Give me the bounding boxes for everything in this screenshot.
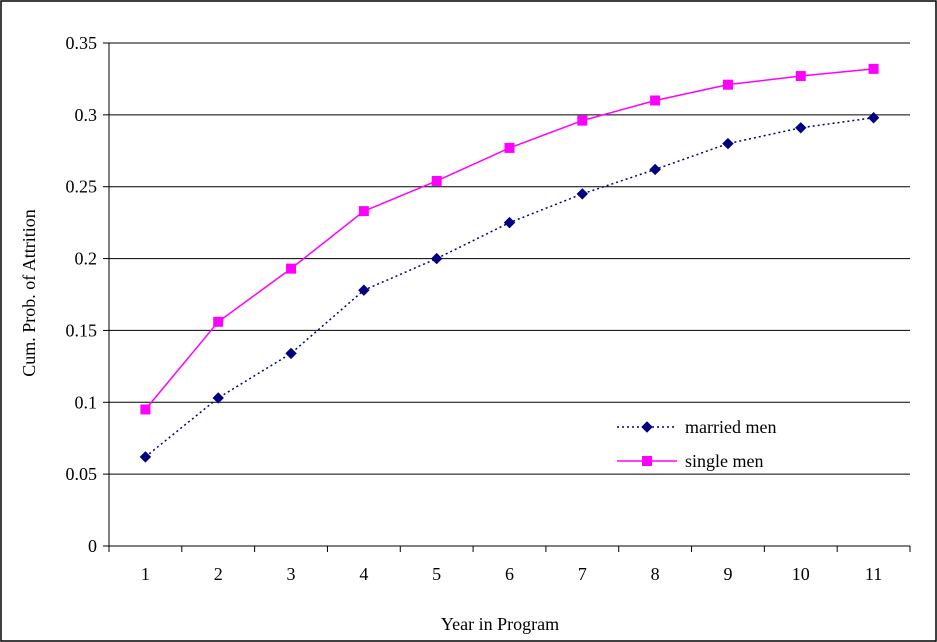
data-point: [577, 115, 588, 126]
x-axis-title: Year in Program: [441, 614, 559, 634]
y-tick-label: 0.3: [75, 105, 98, 125]
data-point: [430, 252, 443, 265]
x-tick-label: 5: [432, 564, 441, 584]
legend-marker: [642, 456, 652, 466]
data-point: [649, 163, 661, 176]
x-tick-label: 7: [578, 564, 587, 584]
x-tick-label: 9: [723, 564, 732, 584]
x-tick-label: 3: [287, 564, 296, 584]
data-point: [285, 347, 297, 360]
y-tick-label: 0.1: [75, 392, 98, 412]
series-group: [139, 63, 880, 463]
legend-item-married-men: married men: [617, 417, 776, 437]
data-point: [722, 137, 734, 150]
data-point: [867, 112, 880, 124]
data-point: [212, 392, 224, 404]
series-single-men: [140, 63, 879, 415]
x-tick-label: 8: [651, 564, 660, 584]
y-tick-label: 0.35: [66, 33, 98, 53]
x-tick-label: 10: [792, 564, 810, 584]
x-tick-label: 4: [359, 564, 368, 584]
data-point: [503, 216, 516, 229]
data-point: [358, 206, 369, 217]
legend-item-single-men: single men: [617, 451, 764, 471]
y-tick-label: 0: [88, 536, 97, 556]
data-point: [358, 284, 370, 296]
axes: 0 0.05 0.1 0.15 0.2 0.25 0.3 0.35 1 2 3 4 5 6 7 8 9 10 11: [66, 33, 911, 584]
legend-label: married men: [685, 417, 776, 437]
x-tick-label: 11: [865, 564, 882, 584]
y-tick-label: 0.25: [66, 177, 98, 197]
data-point: [286, 263, 297, 274]
data-point: [576, 188, 589, 200]
data-point: [795, 122, 807, 134]
data-point: [431, 175, 442, 186]
data-point: [140, 404, 151, 415]
data-point: [139, 451, 152, 463]
data-point: [795, 71, 806, 82]
legend-label: single men: [685, 451, 764, 471]
data-point: [722, 79, 733, 90]
y-tick-label: 0.15: [66, 320, 98, 340]
y-tick-label: 0.05: [66, 464, 98, 484]
data-point: [213, 316, 224, 327]
y-axis-title: Cum. Prob. of Attrition: [19, 209, 39, 377]
data-point: [868, 63, 879, 74]
gridlines: [109, 42, 910, 475]
legend-marker: [641, 421, 653, 433]
data-point: [650, 95, 661, 106]
x-tick-label: 1: [141, 564, 150, 584]
legend: married men single men: [617, 417, 776, 471]
data-point: [504, 142, 515, 153]
y-tick-label: 0.2: [75, 249, 98, 269]
series-married-men: [139, 112, 880, 463]
x-tick-label: 6: [505, 564, 514, 584]
x-tick-label: 2: [214, 564, 223, 584]
